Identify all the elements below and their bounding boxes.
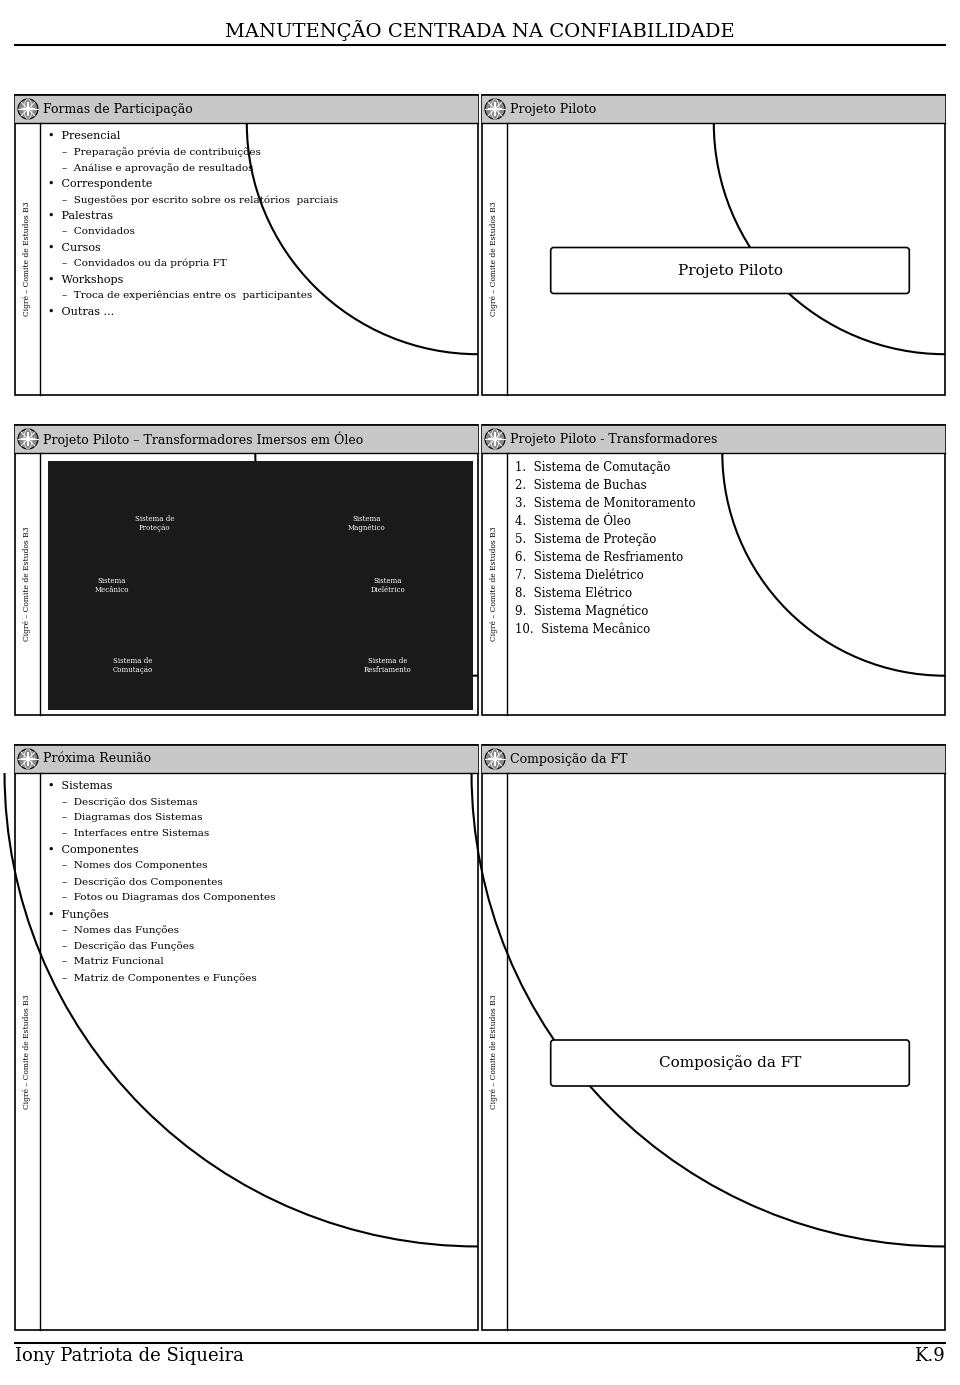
Circle shape: [485, 98, 505, 119]
Text: Sistema
Dielétrico: Sistema Dielétrico: [371, 578, 405, 594]
Text: –  Interfaces entre Sistemas: – Interfaces entre Sistemas: [62, 830, 209, 838]
Text: 10.  Sistema Mecânico: 10. Sistema Mecânico: [515, 623, 650, 636]
Text: K.9: K.9: [914, 1348, 945, 1366]
Text: Formas de Participação: Formas de Participação: [43, 102, 193, 115]
Text: –  Análise e aprovação de resultados: – Análise e aprovação de resultados: [62, 163, 253, 173]
Text: –  Matriz de Componentes e Funções: – Matriz de Componentes e Funções: [62, 974, 256, 983]
FancyBboxPatch shape: [551, 1040, 909, 1086]
Text: –  Descrição das Funções: – Descrição das Funções: [62, 940, 194, 950]
Text: •  Palestras: • Palestras: [48, 211, 113, 222]
Text: Cigré – Comite de Estudos B3: Cigré – Comite de Estudos B3: [491, 994, 498, 1109]
Text: Iony Patriota de Siqueira: Iony Patriota de Siqueira: [15, 1348, 244, 1366]
Text: –  Convidados: – Convidados: [62, 227, 134, 235]
Circle shape: [18, 749, 38, 769]
Bar: [482, 425, 945, 453]
Text: –  Diagramas dos Sistemas: – Diagramas dos Sistemas: [62, 813, 203, 823]
Text: Composição da FT: Composição da FT: [659, 1055, 802, 1071]
Text: •  Funções: • Funções: [48, 909, 108, 920]
Text: Cigré – Comite de Estudos B3: Cigré – Comite de Estudos B3: [491, 202, 498, 316]
Text: •  Sistemas: • Sistemas: [48, 781, 112, 791]
Text: Cigré – Comite de Estudos B3: Cigré – Comite de Estudos B3: [23, 526, 32, 641]
Circle shape: [18, 429, 38, 449]
Text: 5.  Sistema de Proteção: 5. Sistema de Proteção: [515, 533, 657, 546]
Text: –  Matriz Funcional: – Matriz Funcional: [62, 957, 164, 965]
Text: Projeto Piloto - Transformadores: Projeto Piloto - Transformadores: [510, 432, 717, 446]
Text: Composição da FT: Composição da FT: [510, 752, 628, 766]
Text: MANUTENÇÃO CENTRADA NA CONFIABILIDADE: MANUTENÇÃO CENTRADA NA CONFIABILIDADE: [226, 19, 734, 42]
Circle shape: [485, 429, 505, 449]
Text: •  Cursos: • Cursos: [48, 242, 101, 253]
Text: Projeto Piloto – Transformadores Imersos em Óleo: Projeto Piloto – Transformadores Imersos…: [43, 431, 363, 447]
Text: Sistema de
Proteção: Sistema de Proteção: [134, 515, 174, 532]
Bar: [482, 96, 945, 395]
Text: •  Correspondente: • Correspondente: [48, 179, 153, 188]
Text: Sistema de
Comutação: Sistema de Comutação: [113, 656, 154, 673]
Text: 6.  Sistema de Resfriamento: 6. Sistema de Resfriamento: [515, 551, 684, 564]
Bar: [482, 96, 945, 123]
Bar: [15, 745, 478, 773]
Text: –  Nomes das Funções: – Nomes das Funções: [62, 925, 179, 935]
Text: –  Convidados ou da própria FT: – Convidados ou da própria FT: [62, 259, 227, 269]
Text: Projeto Piloto: Projeto Piloto: [510, 102, 596, 115]
FancyBboxPatch shape: [551, 248, 909, 294]
Bar: [482, 745, 945, 1330]
Text: –  Sugestões por escrito sobre os relatórios  parciais: – Sugestões por escrito sobre os relatór…: [62, 195, 338, 205]
Text: 8.  Sistema Elétrico: 8. Sistema Elétrico: [515, 587, 632, 600]
Text: •  Componentes: • Componentes: [48, 845, 139, 855]
Text: Sistema
Magnético: Sistema Magnético: [348, 515, 386, 532]
Circle shape: [485, 749, 505, 769]
Text: Sistema
Mecânico: Sistema Mecânico: [94, 578, 129, 594]
Text: •  Presencial: • Presencial: [48, 132, 120, 141]
Bar: [15, 96, 478, 123]
Text: –  Fotos ou Diagramas dos Componentes: – Fotos ou Diagramas dos Componentes: [62, 893, 276, 902]
Text: 2.  Sistema de Buchas: 2. Sistema de Buchas: [515, 479, 647, 492]
Circle shape: [18, 98, 38, 119]
Text: –  Troca de experiências entre os  participantes: – Troca de experiências entre os partici…: [62, 291, 312, 301]
Text: 4.  Sistema de Óleo: 4. Sistema de Óleo: [515, 515, 631, 528]
Text: Projeto Piloto: Projeto Piloto: [678, 263, 782, 277]
Bar: [48, 461, 473, 711]
Bar: [482, 425, 945, 715]
Bar: [15, 96, 478, 395]
Text: 1.  Sistema de Comutação: 1. Sistema de Comutação: [515, 461, 670, 474]
Text: 3.  Sistema de Monitoramento: 3. Sistema de Monitoramento: [515, 497, 696, 510]
Text: •  Workshops: • Workshops: [48, 276, 124, 285]
Text: –  Nomes dos Componentes: – Nomes dos Componentes: [62, 861, 207, 870]
Bar: [482, 745, 945, 773]
Text: –  Descrição dos Sistemas: – Descrição dos Sistemas: [62, 796, 198, 807]
Bar: [15, 745, 478, 1330]
Text: Próxima Reunião: Próxima Reunião: [43, 752, 151, 766]
Text: –  Preparação prévia de contribuições: – Preparação prévia de contribuições: [62, 147, 261, 157]
Text: Cigré – Comite de Estudos B3: Cigré – Comite de Estudos B3: [23, 994, 32, 1109]
Text: –  Descrição dos Componentes: – Descrição dos Componentes: [62, 877, 223, 886]
Text: Cigré – Comite de Estudos B3: Cigré – Comite de Estudos B3: [23, 202, 32, 316]
Bar: [15, 425, 478, 453]
Text: Sistema de
Resfriamento: Sistema de Resfriamento: [364, 656, 412, 673]
Text: 9.  Sistema Magnético: 9. Sistema Magnético: [515, 605, 648, 619]
Text: Cigré – Comite de Estudos B3: Cigré – Comite de Estudos B3: [491, 526, 498, 641]
Text: •  Outras ...: • Outras ...: [48, 307, 114, 317]
Text: 7.  Sistema Dielétrico: 7. Sistema Dielétrico: [515, 569, 644, 582]
Bar: [15, 425, 478, 715]
